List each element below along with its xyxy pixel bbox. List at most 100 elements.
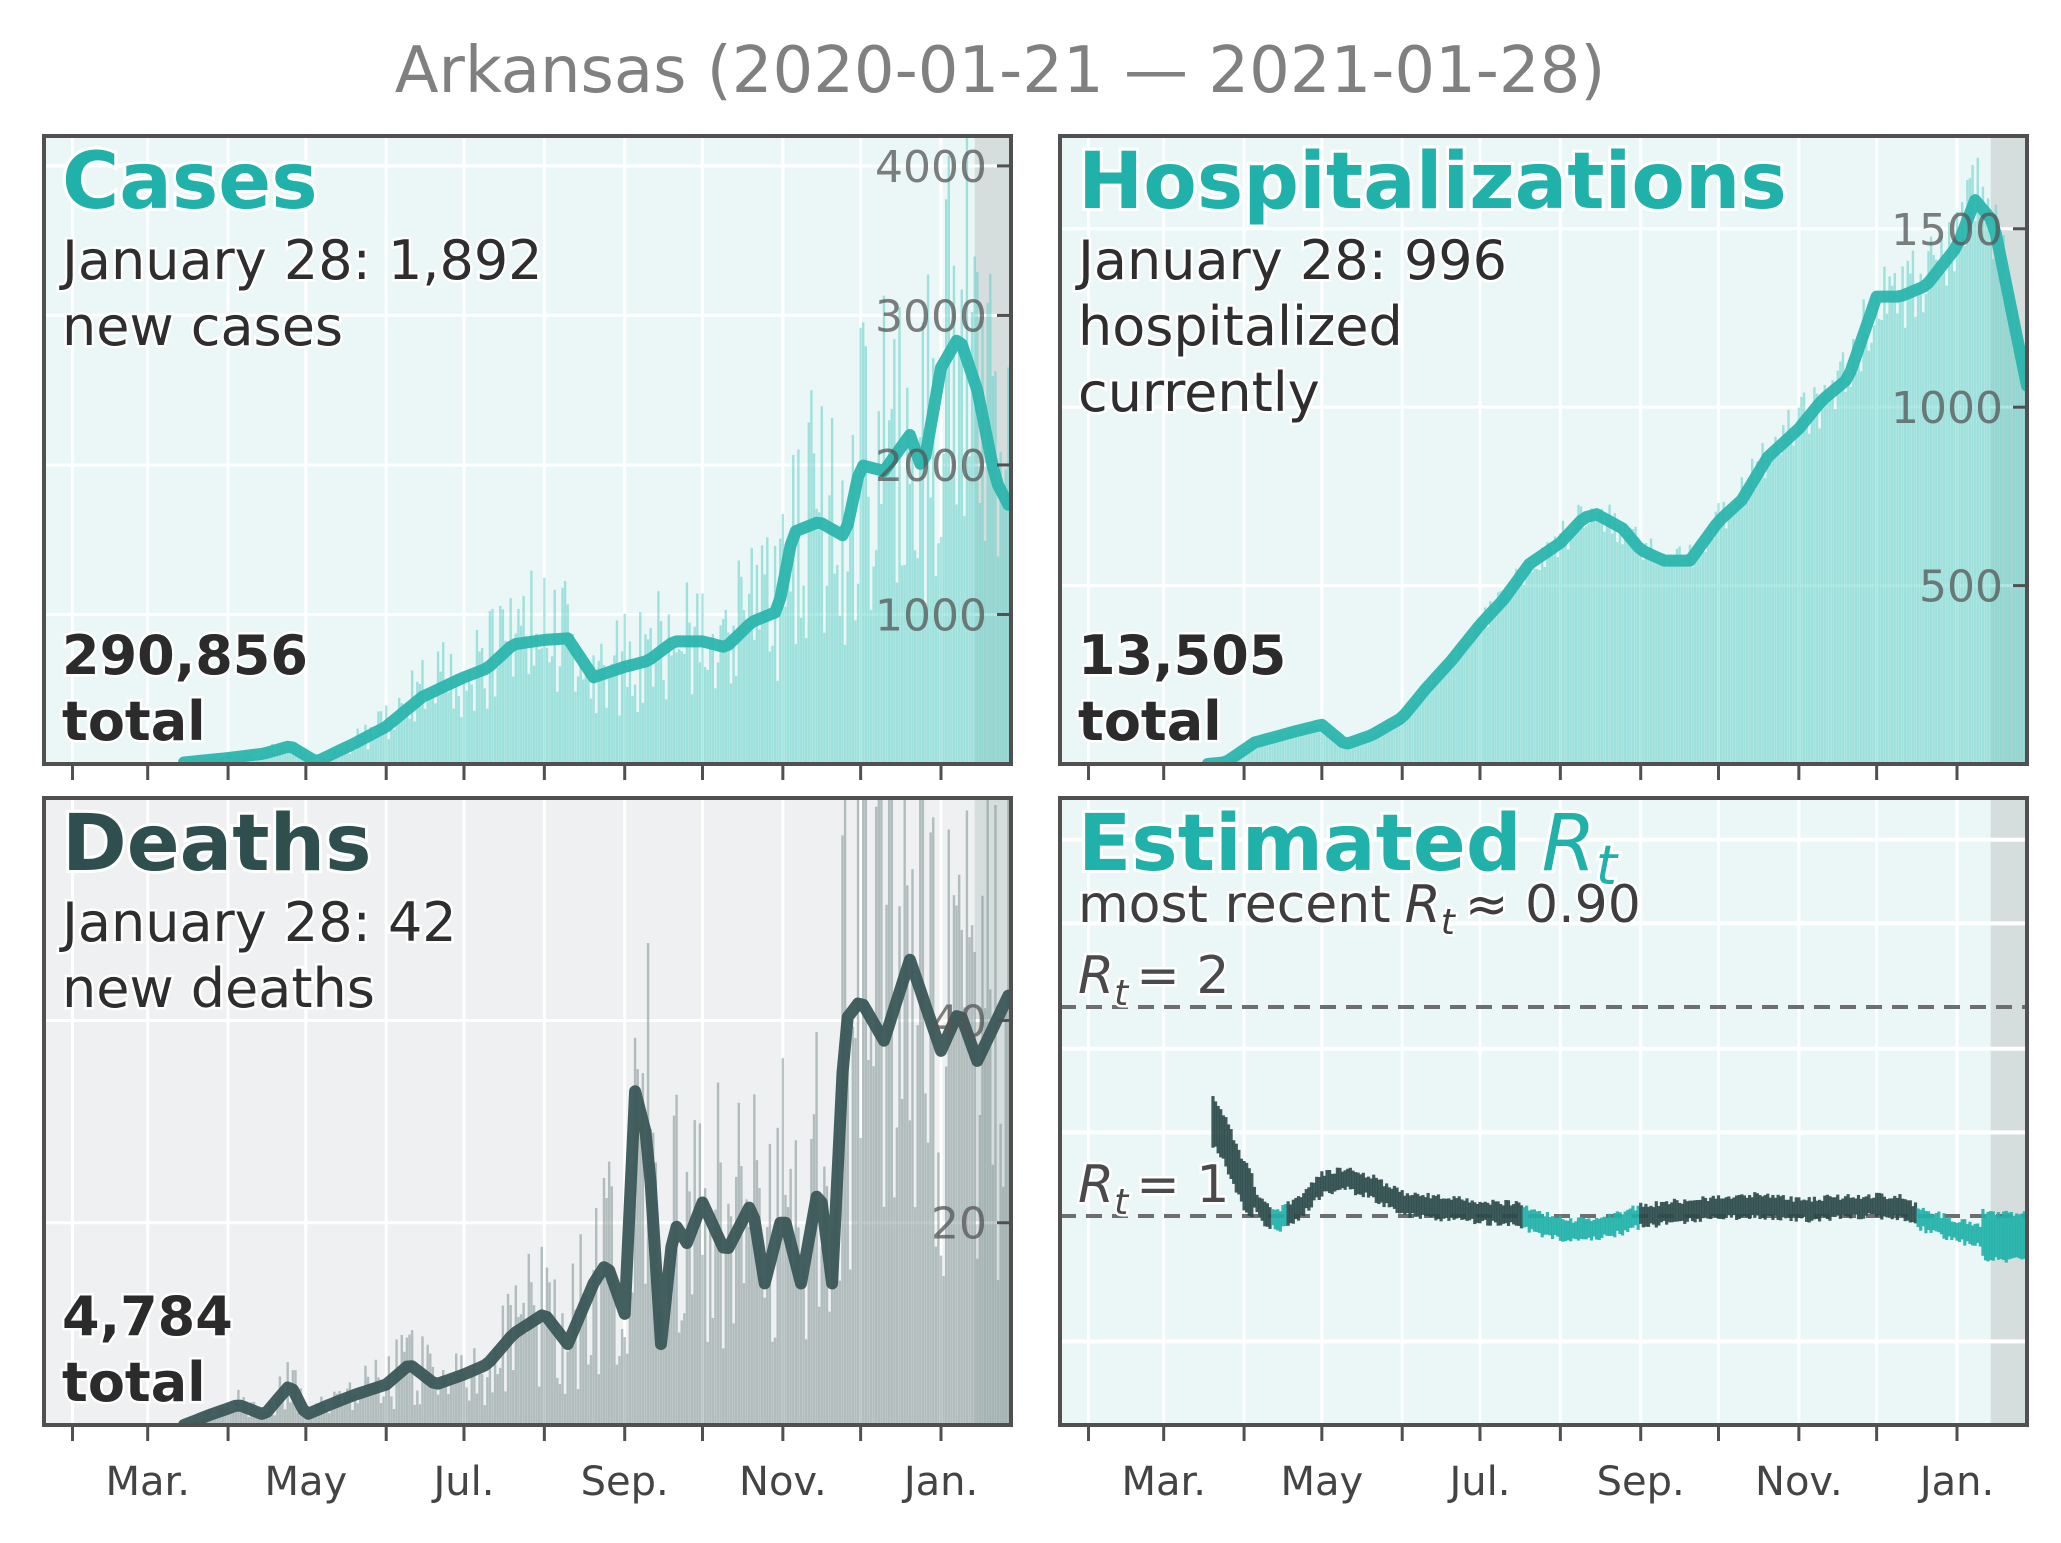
daily-bar: [1782, 425, 1785, 764]
daily-bar: [1434, 681, 1438, 764]
daily-bar: [1657, 558, 1661, 764]
daily-bar: [525, 636, 528, 764]
daily-bar: [1914, 317, 1917, 764]
daily-bar: [654, 655, 658, 764]
daily-bar: [1911, 250, 1915, 764]
daily-bar: [771, 645, 774, 764]
daily-bar: [1693, 551, 1697, 764]
daily-bar: [413, 1404, 416, 1425]
daily-bar: [431, 1366, 435, 1425]
daily-bar: [797, 449, 800, 764]
daily-bar: [431, 689, 435, 764]
daily-bar: [353, 750, 357, 764]
daily-bar: [467, 671, 471, 764]
daily-bar: [747, 593, 751, 764]
daily-bar: [1948, 222, 1951, 764]
daily-bar: [1310, 726, 1313, 764]
daily-bar: [385, 705, 388, 764]
daily-bar: [1616, 541, 1619, 764]
daily-bar: [587, 672, 590, 764]
daily-bar: [1649, 538, 1653, 764]
daily-bar: [1999, 250, 2003, 764]
daily-bar: [652, 686, 655, 764]
daily-bar: [429, 1353, 432, 1425]
daily-bar: [924, 1093, 927, 1425]
daily-bar: [436, 1394, 440, 1425]
daily-bar: [719, 625, 722, 764]
subtitle-subscript: t: [1441, 902, 1457, 943]
daily-bar: [1268, 739, 1272, 764]
daily-bar: [690, 694, 694, 764]
title-symbol: R: [1542, 799, 1596, 889]
daily-bar: [595, 1207, 598, 1425]
daily-bar: [475, 629, 479, 764]
daily-bar: [838, 615, 842, 764]
daily-bar: [1950, 261, 1954, 764]
daily-bar: [1955, 211, 1959, 764]
daily-bar: [563, 1393, 567, 1425]
daily-bar: [856, 583, 860, 764]
daily-bar: [525, 1333, 528, 1425]
daily-bar: [1299, 728, 1303, 764]
daily-bar: [1621, 544, 1624, 764]
daily-bar: [605, 707, 608, 764]
daily-bar: [859, 327, 862, 764]
daily-bar: [2007, 271, 2011, 764]
daily-bar: [1761, 442, 1764, 764]
daily-bar: [828, 495, 831, 764]
daily-bar: [724, 1241, 728, 1425]
title-subscript: t: [1596, 834, 1619, 897]
rt-value: = 1: [1136, 1155, 1229, 1215]
daily-bar: [843, 644, 847, 764]
daily-bar: [610, 1186, 613, 1425]
x-tick-label: Jul.: [430, 1459, 494, 1505]
daily-bar: [480, 647, 484, 764]
daily-bar: [338, 751, 341, 764]
daily-bar: [620, 651, 624, 764]
daily-bar: [633, 684, 637, 764]
daily-bar: [1367, 735, 1370, 764]
daily-bar: [346, 1388, 349, 1425]
daily-bar: [255, 759, 258, 764]
daily-bar: [1333, 735, 1337, 764]
panel-frame: [42, 796, 1013, 1427]
daily-bar: [932, 817, 935, 1425]
x-tick-label: Mar.: [105, 1459, 190, 1505]
daily-bar: [664, 1340, 668, 1425]
rt-value: = 2: [1136, 946, 1229, 1006]
daily-bar: [397, 1380, 401, 1425]
daily-bar: [1292, 730, 1295, 764]
daily-bar: [418, 1404, 422, 1425]
daily-bar: [1932, 255, 1935, 764]
daily-bar: [483, 1405, 486, 1425]
daily-bar: [460, 717, 463, 764]
daily-bar: [867, 1059, 870, 1425]
panel-title: Hospitalizations: [1078, 137, 1787, 227]
daily-bar: [1631, 529, 1635, 764]
daily-bar: [607, 1161, 611, 1425]
daily-bar: [462, 1374, 466, 1425]
daily-bar: [1748, 480, 1751, 764]
daily-bar: [895, 582, 899, 764]
panel-subtitle: January 28: 1,892: [59, 229, 543, 292]
daily-bar: [563, 580, 567, 764]
daily-bar: [1611, 533, 1614, 764]
daily-bar: [257, 757, 261, 764]
daily-bar: [882, 1206, 886, 1425]
daily-bar: [976, 272, 979, 764]
daily-bar: [1250, 743, 1254, 764]
daily-bar: [444, 679, 448, 764]
daily-bar: [1678, 546, 1681, 764]
y-tick-label: 1000: [875, 590, 987, 641]
daily-bar: [1769, 463, 1772, 764]
daily-bar: [1779, 454, 1782, 764]
daily-bar: [799, 617, 803, 764]
daily-bar: [379, 711, 383, 764]
total-count: 290,856: [62, 624, 308, 687]
daily-bar: [1623, 524, 1627, 764]
daily-bar: [1896, 313, 1899, 764]
daily-bar: [1909, 273, 1912, 764]
daily-bar: [270, 1407, 274, 1425]
daily-bar: [1535, 568, 1539, 764]
